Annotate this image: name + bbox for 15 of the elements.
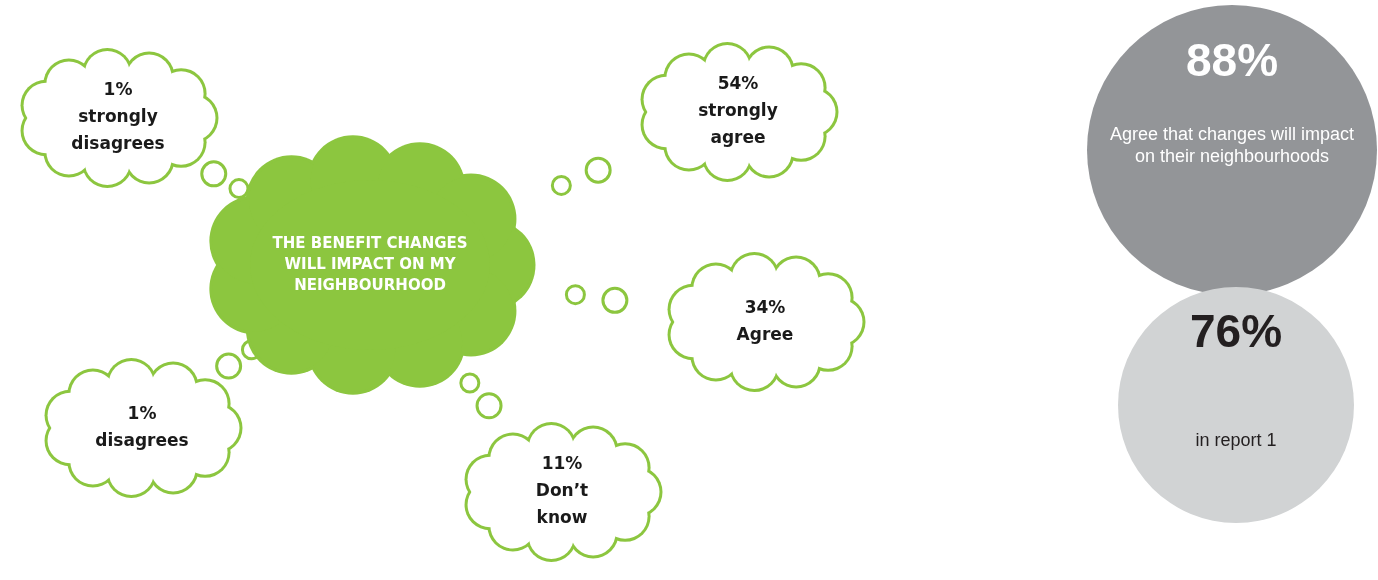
data-label: 1% bbox=[103, 79, 133, 100]
data-label: 76% bbox=[1189, 304, 1283, 357]
data-label: 54% bbox=[717, 73, 759, 94]
category-label: Don’t know bbox=[535, 480, 589, 528]
text: THE BENEFIT CHANGES WILL IMPACT ON MY NEIGHBOURHOOD bbox=[272, 233, 468, 294]
category-label: Agree that changes will impact on their neighbourhoods bbox=[1109, 123, 1355, 166]
category-label: strongly agree bbox=[698, 100, 778, 148]
data-label: 1% bbox=[127, 402, 157, 423]
category-label: disagrees bbox=[95, 429, 189, 450]
category-label: strongly disagrees bbox=[71, 106, 165, 154]
category-label: in report 1 bbox=[1195, 430, 1277, 451]
data-label: 88% bbox=[1185, 33, 1279, 86]
category-label: Agree bbox=[736, 323, 794, 344]
data-label: 11% bbox=[541, 453, 583, 474]
data-label: 34% bbox=[744, 296, 786, 317]
